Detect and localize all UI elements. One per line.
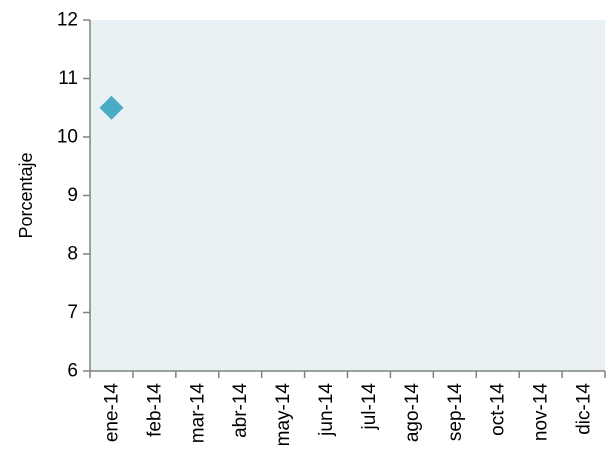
x-tick-label: jun-14 [316, 383, 337, 437]
y-tick-label: 11 [58, 68, 78, 89]
x-tick-label: feb-14 [144, 383, 165, 437]
y-tick-label: 10 [57, 127, 78, 148]
y-axis-title: Porcentaje [16, 152, 36, 238]
y-tick-label: 12 [57, 10, 78, 31]
x-tick-label: ene-14 [101, 383, 122, 443]
data-point [99, 95, 124, 120]
y-tick-label: 8 [67, 244, 78, 265]
x-tick-label: nov-14 [531, 383, 552, 442]
y-tick-label: 7 [67, 302, 78, 323]
x-tick-label: dic-14 [574, 383, 595, 435]
plot-area [90, 20, 605, 371]
x-tick-label: ago-14 [402, 383, 423, 443]
y-tick-label: 9 [67, 185, 78, 206]
x-tick-label: may-14 [273, 383, 294, 447]
x-tick-label: oct-14 [488, 383, 509, 436]
x-tick-label: mar-14 [187, 383, 208, 444]
x-axis: ene-14 feb-14 mar-14 abr-14 may-14 jun-14 jul-… [89, 370, 606, 447]
x-tick-label: abr-14 [230, 383, 251, 438]
y-axis: 6 7 8 9 10 11 12 [57, 10, 91, 382]
x-tick-label: sep-14 [445, 383, 466, 442]
data-points [99, 95, 124, 120]
x-tick-label: jul-14 [359, 383, 380, 431]
y-tick-label: 6 [67, 361, 78, 382]
